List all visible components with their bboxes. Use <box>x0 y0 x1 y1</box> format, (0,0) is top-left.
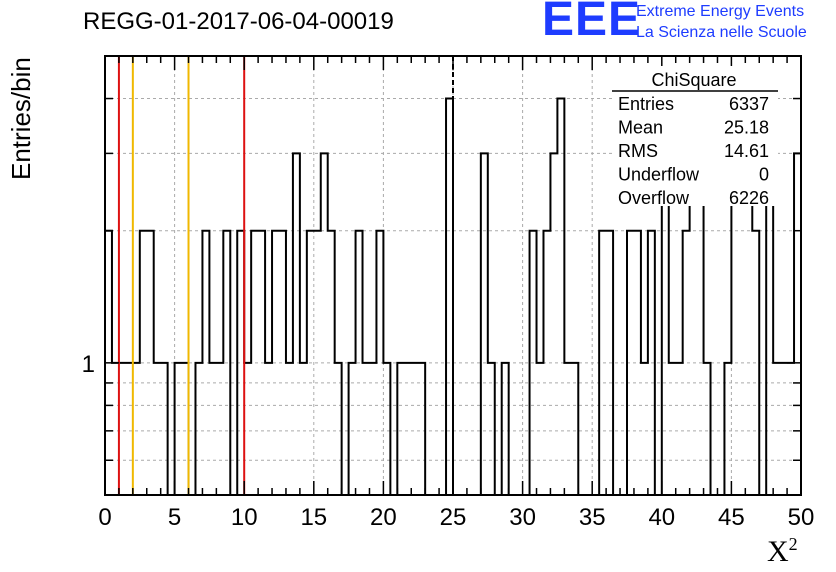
histogram-bin <box>209 363 216 495</box>
histogram-bin <box>724 363 731 495</box>
histogram-bin <box>404 363 411 495</box>
stats-row-label: Mean <box>618 118 663 138</box>
stats-box-title: ChiSquare <box>651 70 736 90</box>
histogram-bin <box>314 231 321 495</box>
stats-row-label: RMS <box>618 141 658 161</box>
histogram-bin <box>634 231 641 495</box>
x-tick-label: 0 <box>98 504 111 531</box>
histogram-bin <box>265 363 272 495</box>
histogram-bin <box>286 363 293 495</box>
histogram-bin <box>335 363 342 495</box>
histogram-bin <box>627 231 634 495</box>
histogram-bin <box>119 363 126 495</box>
histogram-bin <box>794 153 801 495</box>
histogram-bin <box>182 363 189 495</box>
histogram-bin <box>244 363 251 495</box>
histogram-bin <box>488 363 495 495</box>
histogram-bin <box>328 231 335 495</box>
histogram-bin <box>564 363 571 495</box>
histogram-bin <box>550 153 557 495</box>
x-tick-label: 45 <box>718 504 745 531</box>
histogram-bin <box>279 231 286 495</box>
stats-row-value: 14.61 <box>724 141 769 161</box>
chart-title: REGG-01-2017-06-04-00019 <box>83 8 394 35</box>
histogram-bin <box>376 231 383 495</box>
x-tick-label: 50 <box>788 504 815 531</box>
histogram-bin <box>704 363 711 495</box>
x-axis-label: X2 <box>767 534 798 569</box>
histogram-bin <box>669 363 676 495</box>
histogram-bin <box>787 363 794 495</box>
x-tick-label: 35 <box>579 504 606 531</box>
histogram-bin <box>126 363 133 495</box>
histogram-bin <box>195 363 202 495</box>
histogram-bin <box>683 231 690 495</box>
histogram-bin <box>133 363 140 495</box>
histogram-bin <box>537 363 544 495</box>
histogram-bin <box>300 363 307 495</box>
histogram-bin <box>202 231 209 495</box>
histogram-bin <box>543 231 550 495</box>
histogram-bin <box>599 231 606 495</box>
histogram-bin <box>154 363 161 495</box>
histogram-bin <box>293 153 300 495</box>
histogram-bin <box>648 231 655 495</box>
histogram-bin <box>356 231 363 495</box>
stats-row-value: 6226 <box>729 188 769 208</box>
histogram-bin <box>112 363 119 495</box>
histogram-bin <box>251 231 258 495</box>
histogram-bin <box>363 363 370 495</box>
histogram-bin <box>349 363 356 495</box>
histogram-bin <box>571 363 578 495</box>
histogram-bin <box>216 363 223 495</box>
histogram-bin <box>237 231 244 495</box>
histogram-bin <box>557 99 564 495</box>
histogram-bin <box>397 363 404 495</box>
histogram-bin <box>411 363 418 495</box>
x-axis-label-exponent: 2 <box>788 534 798 554</box>
x-axis-label-base: X <box>767 535 789 568</box>
histogram-bin <box>773 363 780 495</box>
histogram-bin <box>147 231 154 495</box>
histogram-bin <box>780 363 787 495</box>
histogram-bin <box>418 363 425 495</box>
histogram-bin <box>272 231 279 495</box>
stats-row-label: Entries <box>618 94 674 114</box>
x-tick-label: 10 <box>231 504 258 531</box>
histogram-bin <box>321 153 328 495</box>
histogram-bin <box>481 153 488 495</box>
histogram-bin <box>676 363 683 495</box>
x-tick-label: 25 <box>440 504 467 531</box>
logo-line-2: La Scienza nelle Scuole <box>636 24 807 41</box>
stats-row-value: 0 <box>759 165 769 185</box>
x-tick-label: 30 <box>509 504 536 531</box>
histogram-bin <box>383 363 390 495</box>
histogram-bin <box>175 363 182 495</box>
x-tick-label: 40 <box>648 504 675 531</box>
histogram-bin <box>752 231 759 495</box>
histogram-bin <box>369 363 376 495</box>
x-tick-label: 20 <box>370 504 397 531</box>
eee-logo: EEE <box>542 0 642 46</box>
stats-row-label: Overflow <box>618 188 690 208</box>
stats-row-label: Underflow <box>618 165 700 185</box>
x-tick-label: 15 <box>300 504 327 531</box>
histogram-bin <box>446 99 453 495</box>
x-tick-label: 5 <box>168 504 181 531</box>
histogram-bin <box>641 363 648 495</box>
histogram-bin <box>530 231 537 495</box>
stats-row-value: 25.18 <box>724 118 769 138</box>
histogram-bin <box>140 231 147 495</box>
stats-box-bg <box>612 66 778 206</box>
stats-row-value: 6337 <box>729 94 769 114</box>
histogram-bin <box>161 363 168 495</box>
y-tick-label: 1 <box>82 351 95 378</box>
histogram-bin <box>502 363 509 495</box>
logo-line-1: Extreme Energy Events <box>636 3 805 20</box>
histogram-bin <box>258 231 265 495</box>
histogram-bin <box>223 231 230 495</box>
histogram-bin <box>307 231 314 495</box>
histogram-bin <box>606 231 613 495</box>
